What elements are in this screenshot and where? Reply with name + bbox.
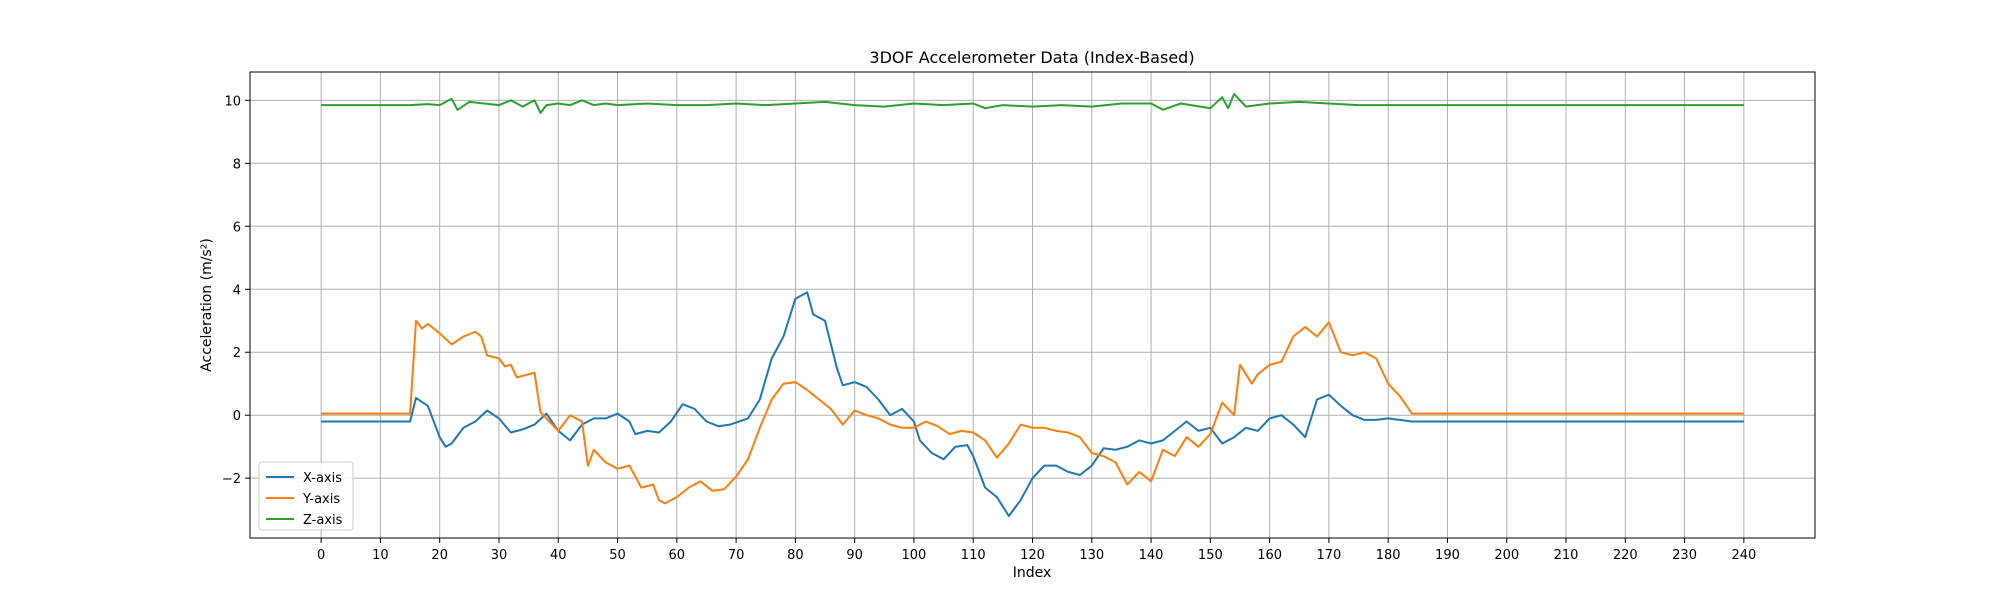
x-tick-label: 90 xyxy=(846,548,863,563)
chart-title: 3DOF Accelerometer Data (Index-Based) xyxy=(869,48,1194,67)
x-tick-label: 190 xyxy=(1435,548,1460,563)
x-tick-label: 170 xyxy=(1316,548,1341,563)
x-tick-label: 150 xyxy=(1198,548,1223,563)
x-tick-label: 10 xyxy=(372,548,389,563)
legend-label: Y-axis xyxy=(302,492,340,507)
x-tick-label: 0 xyxy=(317,548,325,563)
series-lines xyxy=(321,93,1744,517)
y-tick-label: 6 xyxy=(233,220,241,235)
x-tick-label: 60 xyxy=(669,548,686,563)
x-tick-label: 50 xyxy=(609,548,626,563)
x-tick-label: 160 xyxy=(1257,548,1282,563)
x-ticks: 0 10 20 30 40 50 60 70 80 90 100 110 120 130 140 150 160… xyxy=(317,538,1756,563)
x-axis-label: Index xyxy=(1013,565,1052,581)
legend-label: X-axis xyxy=(303,471,342,486)
series-line-y-axis xyxy=(321,319,1744,505)
x-tick-label: 20 xyxy=(431,548,448,563)
x-tick-label: 200 xyxy=(1494,548,1519,563)
legend-label: Z-axis xyxy=(303,513,343,528)
series-line-x-axis xyxy=(321,291,1744,517)
x-tick-label: 230 xyxy=(1672,548,1697,563)
x-tick-label: 180 xyxy=(1376,548,1401,563)
x-tick-label: 110 xyxy=(961,548,986,563)
x-tick-label: 240 xyxy=(1731,548,1756,563)
y-axis-label: Acceleration (m/s²) xyxy=(199,238,215,372)
y-tick-label: −2 xyxy=(222,472,241,487)
x-tick-label: 70 xyxy=(728,548,745,563)
legend-box xyxy=(258,461,354,531)
series-line-z-axis xyxy=(321,93,1744,114)
y-tick-label: 10 xyxy=(224,94,241,109)
x-tick-label: 80 xyxy=(787,548,804,563)
y-tick-label: 2 xyxy=(233,346,241,361)
x-tick-label: 140 xyxy=(1139,548,1164,563)
y-tick-label: 4 xyxy=(233,283,241,298)
y-tick-label: 0 xyxy=(233,409,241,424)
x-tick-label: 120 xyxy=(1020,548,1045,563)
x-tick-label: 40 xyxy=(550,548,567,563)
y-tick-label: 8 xyxy=(233,157,241,172)
legend: X-axis Y-axis Z-axis xyxy=(258,461,354,531)
x-tick-label: 220 xyxy=(1613,548,1638,563)
grid-lines xyxy=(250,72,1815,538)
y-ticks: −2 0 2 4 6 8 10 xyxy=(222,94,250,487)
x-tick-label: 30 xyxy=(491,548,508,563)
x-tick-label: 100 xyxy=(902,548,927,563)
x-tick-label: 210 xyxy=(1554,548,1579,563)
x-tick-label: 130 xyxy=(1079,548,1104,563)
